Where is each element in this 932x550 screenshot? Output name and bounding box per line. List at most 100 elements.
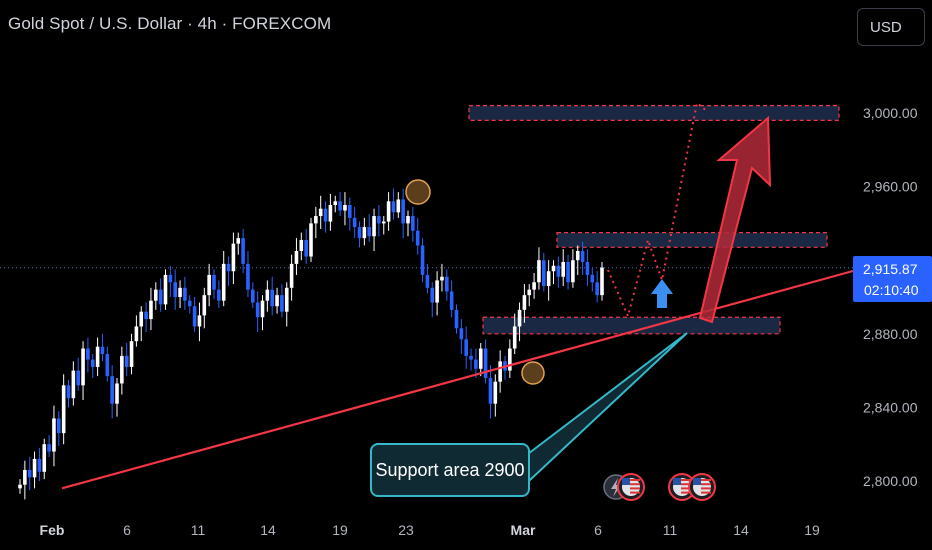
candle-body — [381, 221, 386, 224]
flag-stripe — [681, 487, 691, 490]
candle-body — [469, 355, 473, 360]
candle-body — [231, 243, 236, 272]
candle-body — [246, 263, 250, 290]
candle-body — [178, 287, 182, 297]
candle-body — [352, 217, 357, 228]
candle-body — [168, 274, 173, 283]
candle-body — [323, 208, 328, 222]
candle-body — [115, 383, 119, 404]
candle-body — [386, 201, 391, 222]
x-tick-label: 23 — [398, 522, 414, 538]
candle-body — [440, 276, 444, 281]
candle-body — [566, 262, 570, 283]
candle-body — [517, 309, 522, 327]
candle-body — [508, 348, 512, 371]
candle-body — [42, 444, 47, 472]
flag-stripe — [701, 479, 711, 481]
x-tick-label: 14 — [260, 522, 276, 538]
candle-body — [454, 309, 459, 329]
candle-body — [435, 280, 439, 303]
flag-stripe — [630, 491, 640, 494]
candle-body — [154, 289, 158, 301]
candle-body — [57, 418, 61, 434]
candle-body — [348, 205, 352, 218]
candle-body — [309, 223, 313, 257]
support-trendline — [61, 269, 854, 490]
candle-body — [333, 201, 338, 205]
candle-body — [18, 484, 22, 489]
support-zone-box — [482, 316, 781, 335]
target-arrow — [698, 115, 772, 324]
candle-body — [304, 239, 308, 257]
candle-body — [202, 295, 207, 316]
currency-button[interactable]: USD — [857, 8, 925, 46]
candle-body — [100, 346, 105, 355]
candle-body — [275, 295, 279, 307]
candle-body — [377, 216, 381, 224]
candle-body — [585, 262, 590, 275]
candle-body — [47, 444, 51, 452]
candle-body — [212, 274, 216, 290]
y-tick-label: 3,000.00 — [863, 105, 918, 121]
resistance-zone-box — [468, 105, 840, 121]
x-tick-label: 19 — [804, 522, 820, 538]
candle-body — [391, 201, 396, 213]
candle-body — [527, 289, 532, 296]
candle-body — [71, 370, 76, 399]
candle-body — [532, 282, 536, 290]
candle-body — [411, 216, 415, 231]
candle-body — [478, 348, 483, 369]
candle-body — [580, 251, 585, 263]
flag-stripe — [681, 483, 691, 486]
candle-body — [401, 199, 405, 224]
candle-body — [110, 376, 114, 404]
y-tick-label: 2,880.00 — [863, 326, 918, 342]
candle-body — [445, 276, 449, 292]
candle-body — [221, 263, 226, 301]
x-tick-label: 11 — [663, 522, 678, 538]
support-callout: Support area 2900 — [370, 443, 530, 497]
candle-body — [493, 381, 498, 404]
candle-body — [173, 282, 177, 297]
last-price-tag: 2,915.87 02:10:40 — [853, 256, 932, 302]
x-tick-label: 14 — [733, 522, 749, 538]
flag-canton — [693, 478, 701, 485]
candle-body — [61, 385, 66, 434]
candle-body — [129, 341, 134, 367]
candle-body — [105, 354, 110, 377]
x-tick-label: 6 — [594, 522, 602, 538]
candle-body — [522, 295, 527, 310]
flag-stripe — [681, 491, 691, 494]
candle-body — [571, 260, 575, 283]
candle-body — [474, 359, 478, 369]
candle-body — [183, 287, 187, 301]
y-tick-label: 2,840.00 — [863, 399, 918, 415]
candle-body — [362, 227, 367, 239]
candle-body — [396, 199, 401, 213]
candle-body — [425, 274, 430, 288]
candle-body — [86, 348, 90, 360]
candle-body — [217, 289, 221, 301]
candle-body — [551, 265, 556, 272]
candle-body — [372, 216, 376, 237]
x-tick-label: 11 — [191, 522, 206, 538]
candle-body — [197, 315, 202, 327]
candle-body — [338, 201, 342, 211]
candle-body — [318, 208, 323, 217]
candle-body — [498, 361, 502, 382]
candle-body — [314, 216, 318, 224]
flag-stripe — [630, 479, 640, 481]
candle-body — [236, 238, 241, 244]
candle-body — [139, 311, 144, 327]
x-tick-label: 6 — [123, 522, 131, 538]
candle-body — [590, 274, 595, 283]
candle-body — [158, 289, 163, 305]
x-tick-label: Feb — [40, 522, 65, 538]
x-tick-label: 19 — [332, 522, 348, 538]
flag-stripe — [681, 479, 691, 481]
candle-body — [483, 348, 488, 378]
candle-body — [90, 359, 95, 367]
candle-body — [284, 287, 289, 312]
candle-body — [459, 328, 464, 340]
